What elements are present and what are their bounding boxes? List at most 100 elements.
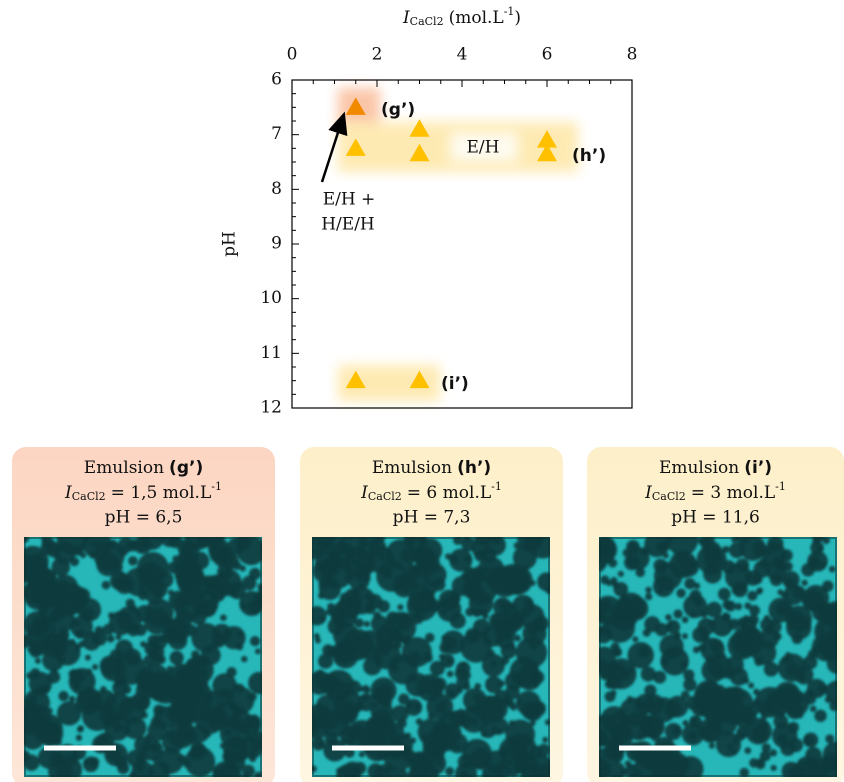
droplet [422, 754, 429, 762]
droplet [481, 653, 505, 677]
droplet [358, 751, 365, 758]
droplet [249, 750, 256, 757]
droplet [75, 734, 83, 741]
point [345, 370, 366, 389]
droplet [755, 588, 762, 595]
droplet [824, 642, 831, 649]
droplet [793, 586, 806, 599]
droplet [372, 640, 401, 670]
droplet [763, 661, 779, 677]
droplet [409, 652, 421, 664]
droplet [802, 735, 814, 746]
droplet [675, 552, 689, 566]
droplet [73, 620, 80, 627]
droplet [397, 604, 404, 611]
droplet [414, 546, 437, 569]
droplet [828, 628, 837, 639]
droplet [653, 670, 667, 684]
droplet [739, 767, 750, 777]
droplet [29, 643, 42, 655]
droplet [312, 736, 326, 751]
droplet [505, 719, 536, 750]
droplet [623, 554, 640, 571]
droplet [722, 545, 730, 554]
droplet [729, 667, 748, 686]
droplet [84, 654, 91, 661]
x-tick-label: 0 [287, 45, 298, 65]
droplet [786, 614, 812, 640]
droplet [440, 653, 455, 668]
panel-label: (g’) [169, 458, 203, 478]
droplet [810, 646, 820, 655]
point [345, 97, 366, 115]
droplet [657, 587, 664, 594]
droplet [632, 636, 639, 643]
panel-label: (i’) [744, 458, 772, 478]
point [537, 143, 557, 162]
droplet [423, 652, 433, 663]
droplet [182, 759, 191, 768]
droplet [51, 667, 58, 674]
droplet [683, 669, 695, 681]
droplet [751, 725, 769, 743]
droplet [314, 637, 321, 644]
droplet [346, 740, 354, 748]
droplet [656, 541, 668, 553]
droplet [386, 611, 400, 625]
droplet [33, 627, 41, 635]
droplet [77, 545, 84, 553]
droplet [101, 580, 111, 590]
x-tick-label: 2 [372, 45, 383, 65]
droplet [610, 642, 620, 652]
droplet [228, 581, 246, 600]
droplet [767, 619, 782, 634]
point [345, 138, 366, 156]
droplet [215, 688, 233, 707]
droplet [761, 743, 771, 753]
droplet [405, 698, 423, 716]
droplet [665, 614, 672, 621]
droplet [249, 567, 262, 580]
droplet [622, 548, 632, 558]
droplet [617, 570, 624, 578]
droplet [241, 575, 257, 591]
droplet [394, 641, 402, 650]
droplet [473, 693, 483, 703]
micrograph [312, 537, 550, 777]
droplet [801, 579, 808, 586]
droplet [80, 607, 94, 622]
droplet [635, 567, 646, 578]
droplets [24, 537, 262, 777]
droplet [135, 605, 153, 623]
droplet [220, 614, 227, 622]
droplet [711, 614, 733, 637]
droplet [131, 760, 154, 777]
droplet [441, 700, 448, 707]
droplet [86, 693, 93, 700]
droplet [191, 650, 200, 659]
droplet [30, 694, 37, 701]
droplet [610, 577, 618, 585]
droplet [767, 537, 784, 553]
droplet [627, 763, 634, 770]
droplet [375, 763, 398, 777]
droplet [124, 648, 142, 666]
droplet [318, 592, 325, 599]
droplet [728, 542, 745, 559]
point [409, 143, 430, 162]
droplet [126, 539, 140, 552]
panel-title-text: Emulsion [372, 458, 452, 478]
droplet [717, 587, 731, 601]
droplet [379, 554, 386, 562]
droplet [234, 735, 241, 742]
droplet [237, 537, 252, 549]
droplet [825, 680, 837, 704]
droplet [412, 763, 430, 777]
droplet [664, 700, 682, 718]
droplet [24, 562, 34, 577]
droplet [520, 763, 545, 777]
droplet [488, 566, 496, 574]
x-axis-label: ICaCl2 (mol.L-1) [402, 5, 521, 28]
superscript: -1 [775, 480, 786, 493]
droplet [363, 686, 371, 694]
